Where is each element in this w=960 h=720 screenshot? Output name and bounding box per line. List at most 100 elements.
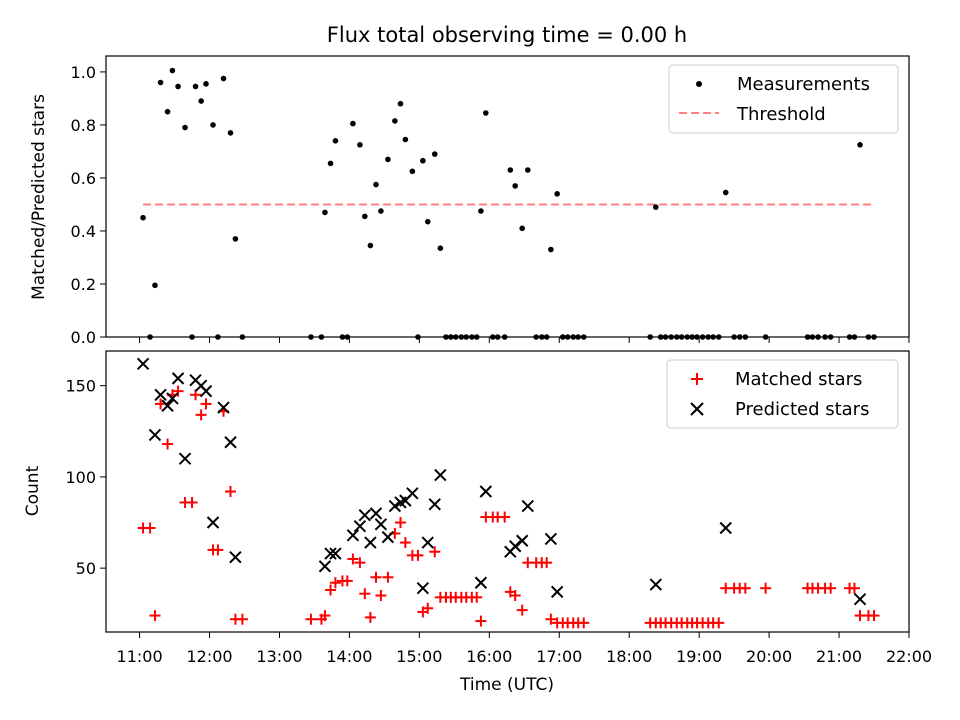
predicted-star-point: [324, 547, 337, 560]
measurement-point: [227, 130, 234, 136]
predicted-star-point: [515, 534, 529, 547]
y-tick-label-count: 100: [65, 468, 96, 487]
count-legend: Matched stars Predicted stars: [666, 359, 899, 429]
measurement-point: [367, 242, 374, 249]
matched-star-point: [162, 438, 174, 450]
predicted-star-point: [229, 550, 242, 564]
measurement-point: [385, 156, 391, 163]
predicted-star-point: [374, 518, 388, 531]
matched-star-point: [541, 557, 553, 569]
measurement-point: [483, 110, 489, 116]
legend-threshold-label: Threshold: [736, 104, 826, 125]
y-tick-label-count: 150: [65, 377, 96, 396]
matched-star-point: [364, 611, 376, 623]
x-axis-ticks-ratio: [139, 337, 910, 343]
y-axis-ticks-count: 50 100 150: [65, 377, 106, 578]
matched-star-point: [200, 398, 212, 410]
predicted-star-point: [358, 509, 372, 522]
measurement-point: [232, 236, 239, 242]
matched-star-point: [848, 582, 860, 594]
predicted-star-point: [428, 498, 441, 511]
legend-measurements-marker: [696, 81, 702, 87]
matched-star-point: [195, 409, 207, 421]
matched-star-point: [359, 588, 371, 600]
measurement-point: [182, 124, 188, 131]
matched-star-point: [319, 610, 331, 622]
predicted-star-point: [353, 519, 367, 533]
measurement-point: [169, 67, 176, 74]
x-tick-label-time: 11:00: [117, 647, 163, 666]
measurement-point: [478, 208, 484, 214]
predicted-star-point: [381, 530, 395, 544]
x-tick-label-time: 17:00: [536, 647, 582, 666]
measurement-point: [378, 208, 384, 214]
matched-star-point: [225, 486, 237, 497]
measurement-point: [362, 213, 368, 220]
measurement-point: [722, 189, 729, 196]
measurement-point: [519, 225, 525, 232]
measurement-point: [175, 83, 181, 90]
predicted-star-point: [154, 388, 167, 401]
predicted-star-point: [421, 536, 434, 549]
matched-star-point: [545, 613, 557, 625]
matched-star-point: [578, 617, 590, 629]
y-tick-label-ratio: 0.4: [71, 222, 96, 241]
x-tick-label-time: 13:00: [256, 647, 302, 666]
measurement-point: [357, 142, 363, 148]
predicted-star-point: [853, 592, 867, 606]
matched-star-point: [825, 582, 837, 594]
measurement-point: [857, 142, 863, 148]
x-tick-label-time: 18:00: [606, 647, 652, 666]
matched-star-point: [212, 544, 224, 556]
predicted-star-point: [544, 532, 558, 546]
measurement-point: [192, 83, 199, 90]
count-series: [136, 357, 880, 629]
matched-star-point: [354, 557, 366, 569]
predicted-star-point: [416, 582, 430, 595]
predicted-star-point: [224, 436, 237, 449]
predicted-star-point: [508, 540, 522, 553]
predicted-star-point: [148, 428, 162, 442]
measurement-point: [409, 168, 416, 175]
predicted-star-point: [550, 585, 564, 599]
measurement-point: [548, 246, 554, 253]
matched-star-point: [760, 582, 772, 594]
predicted-star-point: [206, 516, 220, 529]
y-tick-label-ratio: 1.0: [71, 63, 96, 82]
matched-star-point: [471, 591, 483, 603]
y-axis-ticks-ratio: 0.0 0.2 0.4 0.6 0.8 1.0: [71, 63, 106, 347]
x-tick-label-time: 12:00: [186, 647, 232, 666]
y-tick-label-ratio: 0.6: [71, 169, 96, 188]
measurement-point: [332, 138, 339, 144]
predicted-star-point: [217, 401, 230, 414]
measurement-point: [210, 122, 216, 128]
measurement-point: [431, 151, 438, 157]
matched-star-point: [305, 613, 317, 625]
measurement-point: [652, 204, 659, 210]
predicted-star-point: [364, 536, 377, 549]
matched-star-point: [190, 389, 202, 401]
measurement-point: [524, 167, 531, 173]
matched-star-point: [394, 517, 406, 529]
x-tick-label-time: 14:00: [326, 647, 372, 666]
predicted-star-point: [719, 521, 732, 535]
ratio-panel: Flux total observing time = 0.00 h Match…: [29, 23, 910, 347]
legend-predicted-label: Predicted stars: [735, 399, 869, 420]
legend-matched-marker: [691, 373, 703, 385]
matched-star-point: [475, 615, 487, 627]
x-axis-ticks-time: 11:00 12:00 13:00 14:00 15:00 16:00 17:00 18:00…: [117, 632, 932, 666]
chart-title: Flux total observing time = 0.00 h: [327, 23, 687, 47]
matched-star-point: [236, 613, 248, 625]
measurement-point: [350, 120, 356, 127]
matched-star-point: [429, 546, 441, 558]
matched-star-point: [516, 604, 528, 616]
predicted-star-point: [434, 468, 447, 482]
matched-star-point: [382, 571, 394, 583]
matched-star-point: [341, 575, 353, 587]
measurement-point: [402, 136, 409, 143]
predicted-star-point: [479, 485, 493, 498]
matched-star-point: [329, 577, 341, 589]
predicted-star-point: [346, 529, 360, 542]
x-tick-label-time: 19:00: [676, 647, 722, 666]
